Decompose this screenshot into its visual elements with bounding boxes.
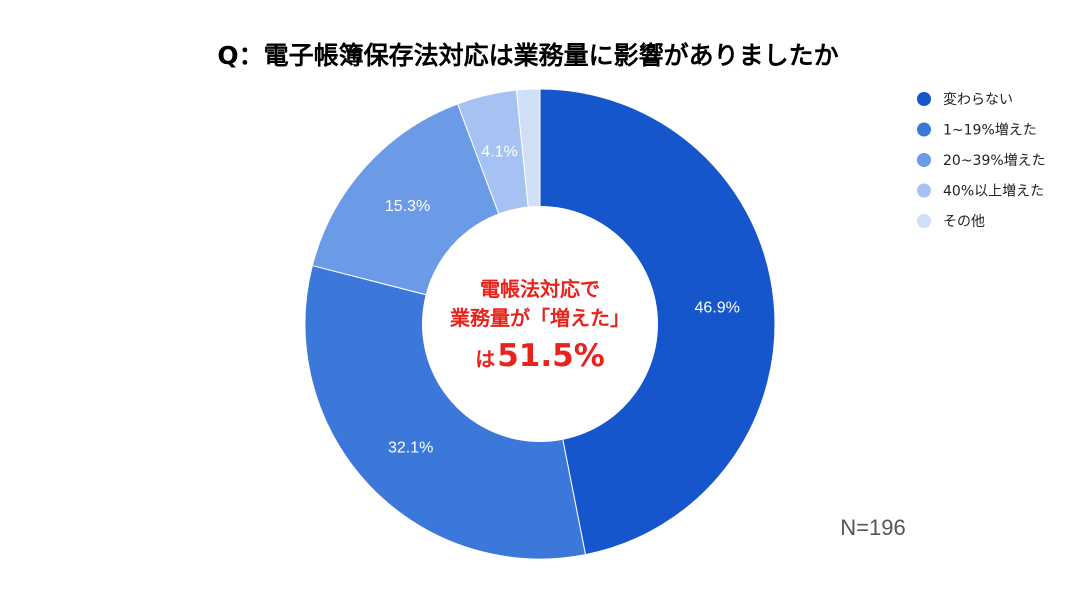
center-annotation-line2: 業務量が「増えた」 [450,306,630,330]
legend-label-2: 1~19%増えた [943,123,1037,139]
center-annotation-line3: は51.5% [475,338,605,374]
slice-label-1: 46.9% [694,300,739,317]
slice-labels: 46.9% 32.1% 15.3% 4.1% [385,144,740,457]
center-annotation-value: 51.5% [497,338,605,374]
sample-size-note: N=196 [840,515,905,540]
center-annotation-line1: 電帳法対応で [480,277,600,301]
chart-title: Q：電子帳簿保存法対応は業務量に影響がありましたか [217,41,838,70]
legend-marker-2 [917,122,931,137]
slice-label-2: 32.1% [388,439,433,456]
center-annotation-prefix: は [475,347,495,371]
legend-label-4: 40%以上増えた [943,184,1044,200]
slice-label-4: 4.1% [481,144,517,161]
slice-label-3: 15.3% [385,198,430,215]
legend-marker-4 [917,183,931,198]
legend-label-5: その他 [943,214,985,230]
legend-label-1: 変わらない [943,91,1013,108]
legend-marker-5 [917,214,931,228]
donut-hole [422,206,658,442]
legend-label-3: 20~39%増えた [943,153,1046,169]
legend-marker-3 [917,153,931,167]
legend-marker-1 [917,92,931,106]
